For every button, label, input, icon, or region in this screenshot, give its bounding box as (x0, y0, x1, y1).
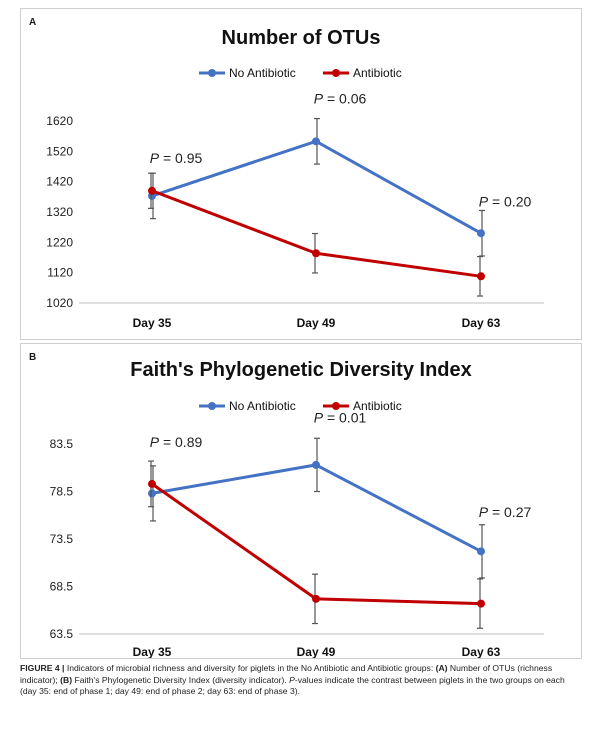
data-point (477, 599, 485, 608)
chart-title: Faith's Phylogenetic Diversity Index (130, 359, 472, 381)
panel-a: A Number of OTUs No Antibiotic Antibiotic 1… (20, 8, 582, 340)
data-point (312, 137, 320, 146)
x-tick-label: Day 49 (297, 316, 336, 330)
y-tick-label: 78.5 (50, 485, 74, 499)
p-value-annotation: P = 0.01 (314, 409, 367, 425)
y-tick-label: 1520 (46, 144, 73, 158)
y-tick-label: 63.5 (50, 627, 74, 641)
caption-b-text: Faith's Phylogenetic Diversity Index (di… (72, 674, 290, 685)
y-tick-label: 1020 (46, 296, 73, 310)
legend-swatch-marker (332, 402, 340, 410)
p-value-annotation: P = 0.95 (150, 150, 203, 166)
data-point (148, 186, 156, 195)
data-point (477, 229, 485, 238)
caption-b-label: (B) (60, 674, 73, 685)
figure-label: FIGURE 4 | (20, 663, 65, 673)
x-tick-label: Day 35 (133, 645, 172, 658)
y-tick-label: 73.5 (50, 532, 74, 546)
legend-swatch-marker (332, 69, 340, 77)
data-point (477, 547, 485, 556)
faith-pd-chart: Faith's Phylogenetic Diversity Index No A… (50, 359, 544, 658)
x-tick-label: Day 63 (462, 645, 501, 658)
legend-label: Antibiotic (353, 399, 402, 413)
y-tick-label: 1120 (47, 266, 73, 280)
p-value-annotation: P = 0.20 (479, 193, 532, 209)
caption-p-italic: P (289, 674, 295, 685)
caption-text: Indicators of microbial richness and div… (64, 663, 436, 673)
legend-label: No Antibiotic (229, 66, 296, 80)
data-point (312, 594, 320, 603)
data-point (312, 460, 320, 469)
figure-caption: FIGURE 4 | Indicators of microbial richn… (20, 663, 582, 698)
caption-a-label: (A) (435, 663, 448, 673)
y-tick-label: 1620 (46, 114, 73, 128)
x-tick-label: Day 49 (297, 645, 336, 658)
legend-swatch-marker (208, 402, 216, 410)
panel-letter: A (29, 17, 37, 28)
y-tick-label: 83.5 (50, 437, 74, 451)
caption-a-text: Number of OTUs (richness indicator); (20, 663, 553, 685)
p-value-annotation: P = 0.06 (314, 91, 367, 107)
data-point (148, 489, 156, 498)
legend-label: No Antibiotic (229, 399, 296, 413)
chart-title: Number of OTUs (222, 27, 381, 49)
caption-rest: -values indicate the contrast between pi… (20, 674, 565, 697)
y-tick-label: 68.5 (50, 580, 74, 594)
y-tick-label: 1420 (46, 175, 73, 189)
x-tick-label: Day 35 (133, 316, 172, 330)
panel-b: B Faith's Phylogenetic Diversity Index No… (20, 343, 582, 659)
p-value-annotation: P = 0.27 (479, 504, 532, 520)
y-tick-label: 1220 (46, 235, 73, 249)
data-point (148, 479, 156, 488)
p-value-annotation: P = 0.89 (150, 434, 203, 450)
legend-label: Antibiotic (353, 66, 402, 80)
data-point (477, 272, 485, 281)
y-tick-label: 1320 (46, 205, 73, 219)
series-line (151, 482, 482, 606)
x-tick-label: Day 63 (462, 316, 501, 330)
otus-chart: Number of OTUs No Antibiotic Antibiotic 102… (46, 27, 544, 330)
panel-letter: B (29, 352, 37, 363)
legend-swatch-marker (208, 69, 216, 77)
data-point (312, 249, 320, 258)
